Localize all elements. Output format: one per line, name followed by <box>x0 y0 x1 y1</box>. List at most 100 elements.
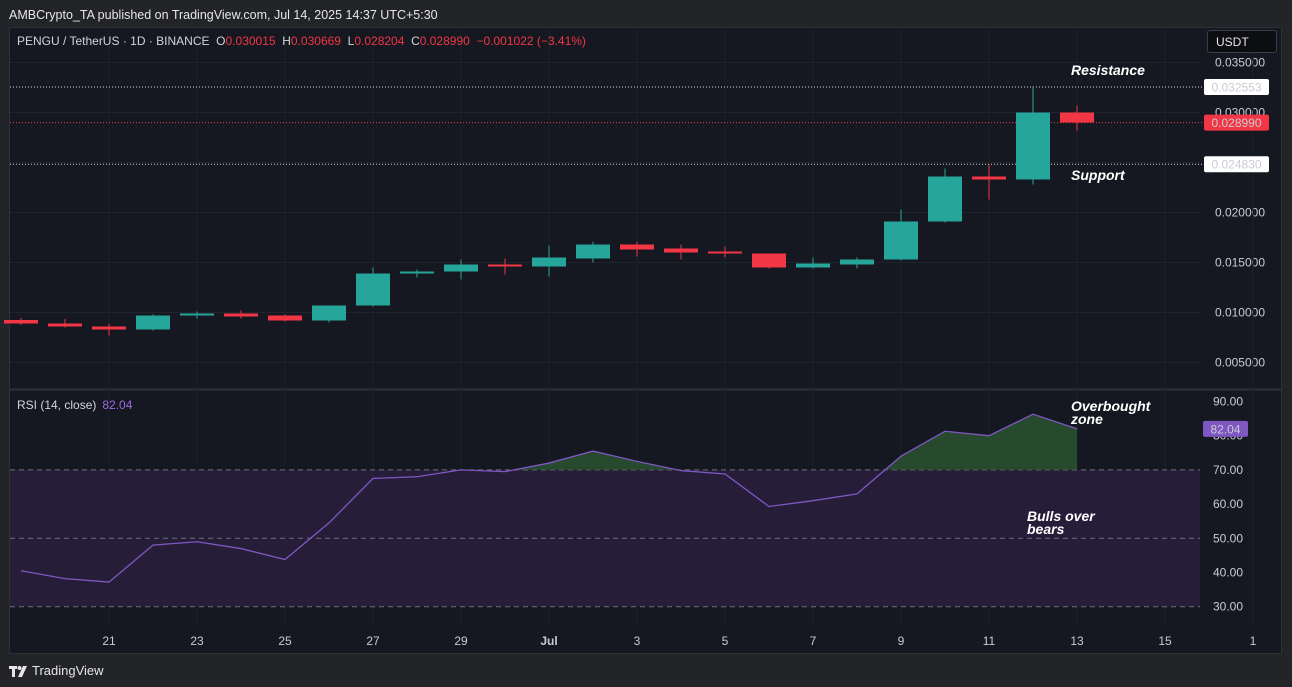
time-tick-label: 5 <box>722 634 729 648</box>
candle-body <box>928 176 962 222</box>
rsi-legend: RSI (14, close) 82.04 <box>17 398 132 412</box>
open-label: O <box>216 34 226 48</box>
high-label: H <box>282 34 291 48</box>
candle-body <box>224 313 258 317</box>
candle <box>840 257 874 269</box>
candle <box>708 246 742 258</box>
price-level-label: 0.024830 <box>1211 158 1261 172</box>
candle-body <box>136 315 170 330</box>
candle <box>312 305 346 323</box>
candle-body <box>884 221 918 260</box>
overbought-annotation: Overbought zone <box>1070 398 1152 427</box>
candle-body <box>400 271 434 274</box>
close-value: 0.028990 <box>419 34 470 48</box>
candle <box>180 311 214 319</box>
rsi-legend-label[interactable]: RSI (14, close) <box>17 398 97 412</box>
rsi-value-badge <box>1203 420 1248 437</box>
candle <box>400 269 434 278</box>
candle-body <box>488 264 522 267</box>
candle-body <box>356 273 390 306</box>
candle-body <box>708 251 742 254</box>
time-tick-label: Jul <box>540 634 557 648</box>
ohlc-legend: PENGU / TetherUS · 1D · BINANCE O0.03001… <box>17 34 586 48</box>
price-level-label: 0.028990 <box>1211 116 1261 130</box>
time-tick-label: 15 <box>1158 634 1172 648</box>
rsi-tick-label: 90.00 <box>1213 395 1243 409</box>
symbol-label[interactable]: PENGU / TetherUS · 1D · BINANCE <box>17 34 210 48</box>
candle-body <box>620 244 654 250</box>
candle-body <box>180 313 214 316</box>
candle <box>136 314 170 331</box>
candle <box>92 324 126 336</box>
candle-body <box>4 320 38 324</box>
candle-body <box>972 176 1006 180</box>
low-label: L <box>347 34 355 48</box>
candle-body <box>92 326 126 330</box>
candle <box>796 257 830 269</box>
candle <box>1060 105 1094 131</box>
resistance-annotation: Resistance <box>1071 62 1145 78</box>
rsi-overbought-fill <box>513 451 678 470</box>
price-tick-label: 0.005000 <box>1215 356 1265 370</box>
candle <box>664 244 698 260</box>
candle <box>928 168 962 223</box>
tradingview-logo-icon <box>9 665 27 677</box>
price-level-label: 0.032553 <box>1211 80 1261 94</box>
price-level-badge <box>1204 156 1269 173</box>
candle <box>48 319 82 328</box>
currency-button[interactable]: USDT <box>1207 30 1277 53</box>
rsi-tick-label: 60.00 <box>1213 497 1243 511</box>
time-tick-label: 9 <box>898 634 905 648</box>
candle-body <box>268 315 302 321</box>
candle <box>752 253 786 269</box>
published-header: AMBCrypto_TA published on TradingView.co… <box>9 8 438 22</box>
candle-body <box>532 257 566 267</box>
time-tick-label: 29 <box>454 634 468 648</box>
rsi-tick-label: 70.00 <box>1213 463 1243 477</box>
candle-body <box>752 253 786 268</box>
price-tick-label: 0.035000 <box>1215 56 1265 70</box>
candle <box>356 267 390 307</box>
time-tick-label: 21 <box>102 634 116 648</box>
price-level-badge <box>1204 78 1269 95</box>
rsi-tick-label: 40.00 <box>1213 566 1243 580</box>
rsi-tick-label: 30.00 <box>1213 600 1243 614</box>
rsi-value-badge-label: 82.04 <box>1210 422 1240 436</box>
candle <box>444 259 478 280</box>
candle <box>268 314 302 322</box>
open-value: 0.030015 <box>225 34 276 48</box>
price-tick-label: 0.020000 <box>1215 206 1265 220</box>
footer-brand[interactable]: TradingView <box>32 663 104 678</box>
candle <box>620 241 654 257</box>
support-annotation: Support <box>1071 167 1126 183</box>
candle <box>972 164 1006 200</box>
rsi-legend-value: 82.04 <box>102 398 133 412</box>
time-tick-label: 11 <box>983 634 996 648</box>
candle <box>488 258 522 275</box>
candle-body <box>1060 112 1094 123</box>
candle-body <box>664 248 698 253</box>
price-tick-label: 0.010000 <box>1215 306 1265 320</box>
candle-body <box>1016 112 1050 180</box>
candle <box>576 241 610 263</box>
candle-body <box>444 264 478 272</box>
price-tick-label: 0.015000 <box>1215 256 1265 270</box>
time-tick-label: 27 <box>366 634 380 648</box>
time-tick-label: 25 <box>278 634 292 648</box>
time-tick-label: 1 <box>1250 634 1257 648</box>
candle-body <box>840 259 874 265</box>
rsi-line <box>20 413 1078 583</box>
time-tick-label: 3 <box>634 634 641 648</box>
close-label: C <box>411 34 420 48</box>
candle-body <box>312 305 346 321</box>
time-tick-label: 13 <box>1070 634 1084 648</box>
high-value: 0.030669 <box>290 34 341 48</box>
candle <box>4 318 38 325</box>
candle <box>532 245 566 277</box>
rsi-tick-label: 50.00 <box>1213 531 1243 545</box>
time-tick-label: 23 <box>190 634 204 648</box>
candle <box>224 310 258 319</box>
candle <box>884 209 918 261</box>
time-tick-label: 7 <box>810 634 817 648</box>
